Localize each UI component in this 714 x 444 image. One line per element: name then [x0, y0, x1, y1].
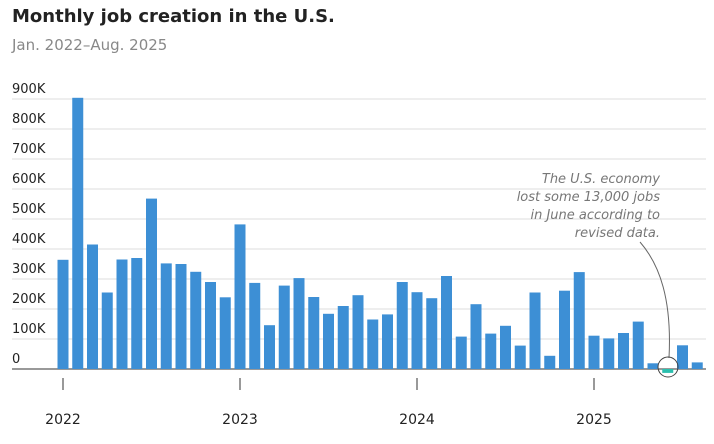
y-tick-label: 700K: [12, 142, 46, 157]
bar: [632, 321, 644, 369]
y-tick-label: 100K: [12, 322, 46, 337]
bar: [308, 297, 320, 369]
x-tick-label: 2024: [399, 412, 435, 428]
bar: [116, 259, 128, 369]
y-tick-label: 600K: [12, 172, 46, 187]
bar: [382, 314, 393, 369]
bar: [588, 335, 600, 369]
bar: [618, 333, 629, 369]
annotation-text: revised data.: [575, 226, 660, 241]
bar: [396, 282, 408, 369]
bar: [160, 263, 172, 369]
bar: [205, 282, 216, 369]
bar: [293, 278, 305, 369]
bar: [264, 325, 275, 369]
bar: [72, 97, 84, 370]
bar: [219, 297, 231, 369]
bar: [57, 259, 69, 369]
bar: [470, 304, 482, 369]
bar: [323, 313, 334, 369]
x-tick-label: 2025: [576, 412, 612, 428]
bar: [691, 362, 703, 369]
bar: [337, 306, 349, 369]
annotation-text: The U.S. economy: [542, 172, 660, 187]
bar: [573, 272, 585, 369]
bar: [278, 285, 290, 369]
x-tick-label: 2022: [45, 412, 81, 428]
bar: [544, 355, 556, 369]
y-tick-label: 200K: [12, 292, 46, 307]
bar: [249, 282, 261, 369]
chart-subtitle: Jan. 2022–Aug. 2025: [11, 36, 167, 54]
bar: [234, 224, 246, 369]
annotation-text: lost some 13,000 jobs: [517, 190, 661, 205]
bar: [175, 264, 187, 369]
bar: [352, 295, 364, 369]
annotation-arrow: [639, 241, 670, 359]
highlight-circle: [657, 356, 679, 378]
y-tick-label: 300K: [12, 262, 46, 277]
bar: [101, 292, 113, 369]
bar: [559, 290, 570, 369]
bar: [485, 333, 497, 369]
bar: [662, 369, 674, 373]
bar: [441, 276, 452, 369]
y-tick-label: 0: [12, 352, 20, 367]
bar: [529, 292, 541, 369]
y-tick-label: 900K: [12, 82, 46, 97]
bar: [500, 325, 511, 369]
y-tick-label: 800K: [12, 112, 46, 127]
bar: [367, 319, 379, 369]
y-tick-label: 500K: [12, 202, 46, 217]
bar: [455, 336, 467, 369]
bar: [190, 271, 202, 369]
bar: [647, 363, 659, 369]
bar: [677, 345, 688, 369]
bar: [87, 244, 98, 369]
y-tick-label: 400K: [12, 232, 46, 247]
annotation-text: in June according to: [530, 208, 660, 223]
x-tick-label: 2023: [222, 412, 258, 428]
bar: [603, 338, 615, 369]
bar: [426, 298, 438, 369]
bar: [514, 345, 526, 369]
bar: [411, 292, 423, 369]
chart-title: Monthly job creation in the U.S.: [12, 6, 335, 27]
bar: [146, 198, 157, 369]
bar: [131, 258, 143, 369]
